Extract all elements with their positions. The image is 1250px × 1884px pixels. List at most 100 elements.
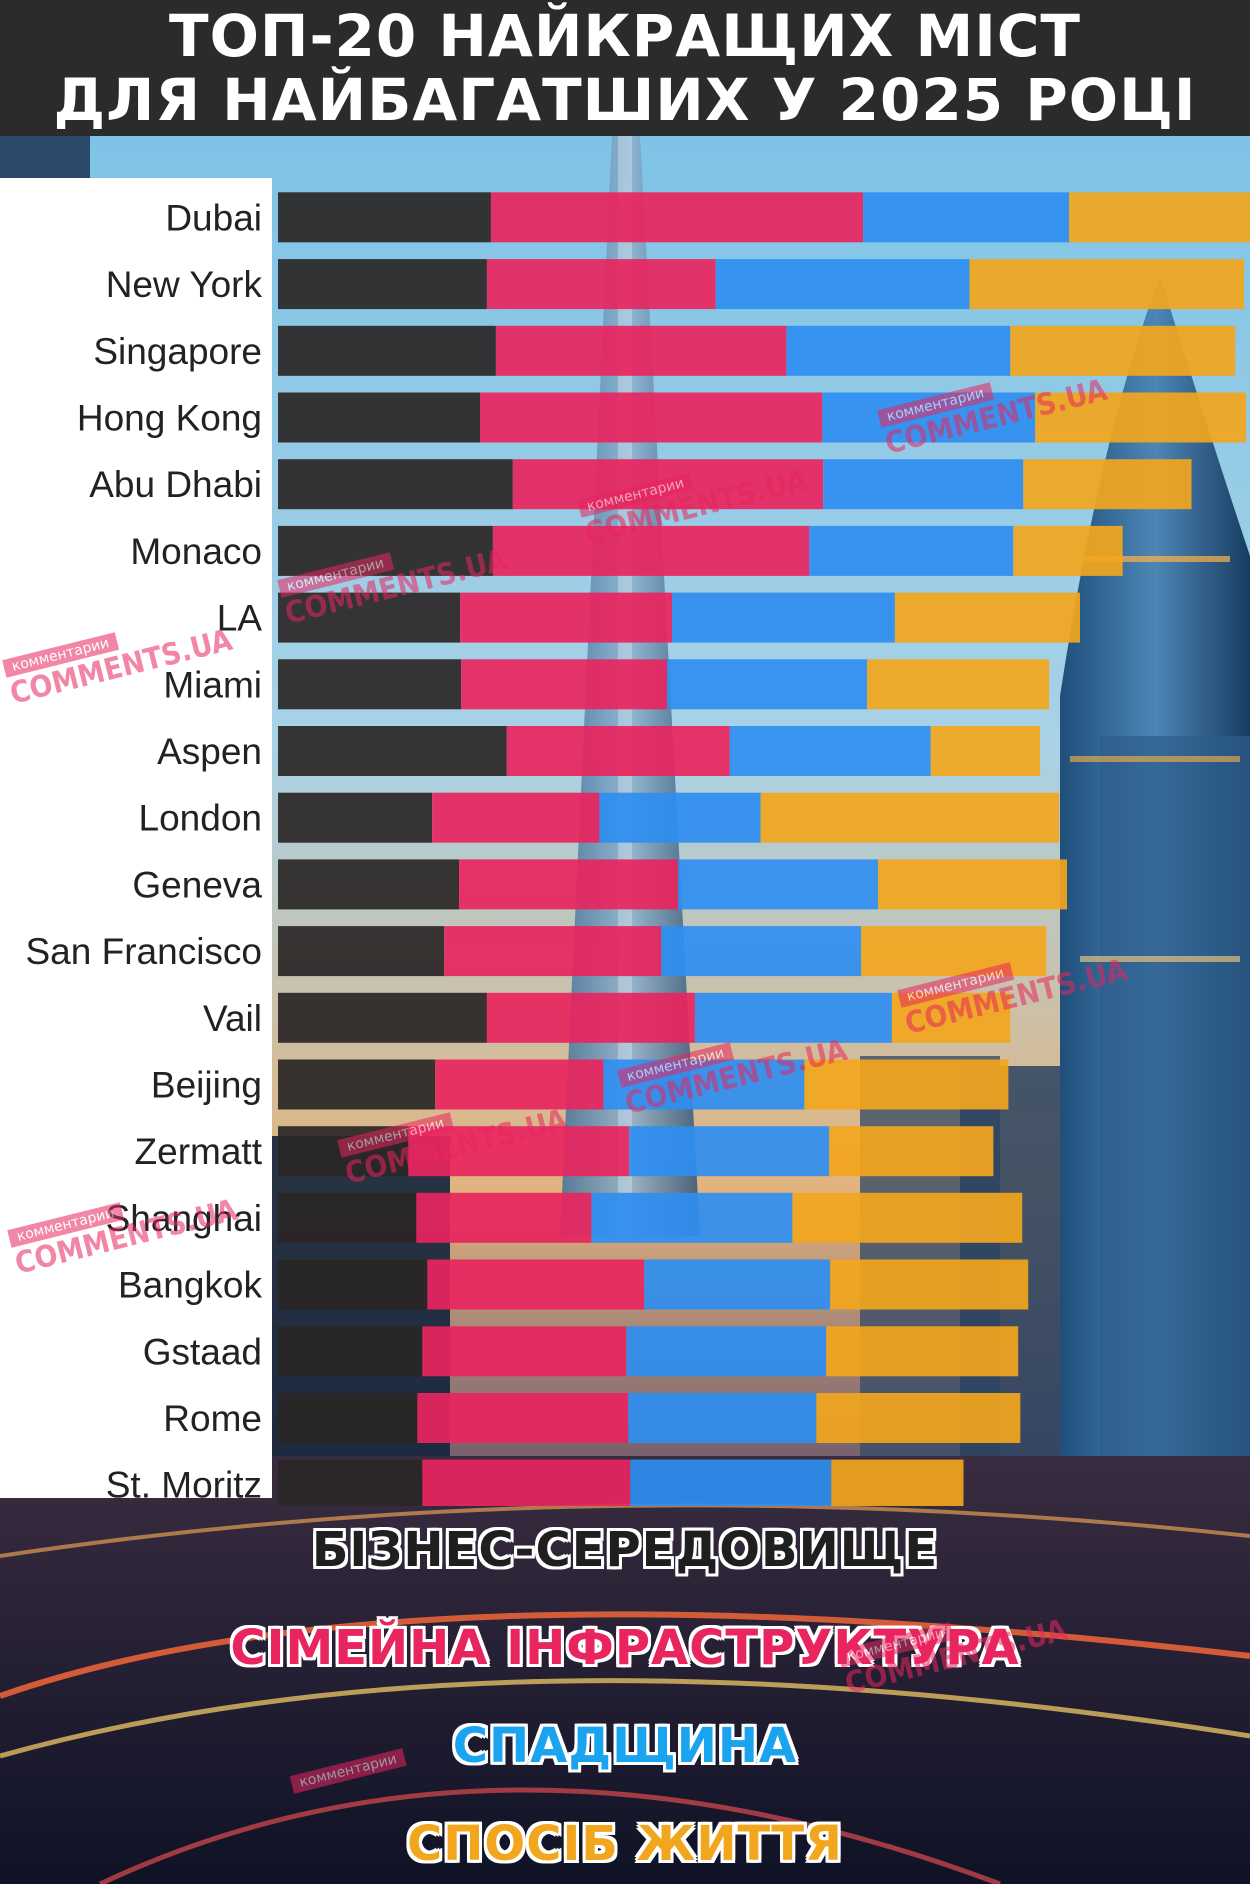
bar-segment xyxy=(278,392,480,443)
bar-segment xyxy=(831,1459,964,1506)
legend-family: СІМЕЙНА ІНФРАСТРУКТУРА xyxy=(230,1620,1020,1676)
bar-segment xyxy=(715,259,970,310)
bar-segment xyxy=(591,1192,793,1243)
bar-segment xyxy=(667,659,867,710)
bar-segment xyxy=(278,859,460,910)
category-label: Shanghai xyxy=(106,1198,262,1239)
bar-segment xyxy=(417,1393,629,1443)
bar-segment xyxy=(278,1059,436,1110)
bar-segment xyxy=(809,525,1014,576)
city-label-panel xyxy=(0,178,272,1498)
bar-segment xyxy=(626,1326,827,1377)
category-label: Singapore xyxy=(93,331,262,372)
bar-segment xyxy=(930,726,1041,776)
category-label: London xyxy=(139,798,262,839)
bar-segment xyxy=(278,659,462,710)
bar-segment xyxy=(422,1459,631,1506)
bar-segment xyxy=(1010,325,1236,376)
category-label: Gstaad xyxy=(143,1331,262,1372)
bar-segment xyxy=(822,392,1036,443)
category-label: Aspen xyxy=(157,731,262,772)
bar-segment xyxy=(1035,392,1247,443)
bar-segment xyxy=(661,926,862,977)
bar-segment xyxy=(278,592,461,643)
bar-segment xyxy=(863,192,1070,243)
bar-segment xyxy=(461,659,668,710)
bar-segment xyxy=(630,1459,832,1506)
bar-segment xyxy=(786,325,1011,376)
bar-segment xyxy=(486,259,716,310)
bar-segment xyxy=(490,192,863,243)
bar-segment xyxy=(792,1192,1023,1243)
bar-segment xyxy=(599,792,761,843)
bar-segment xyxy=(1013,525,1123,576)
bar-segment xyxy=(894,592,1080,643)
bar-segment xyxy=(823,459,1024,510)
bar-segment xyxy=(422,1326,627,1377)
bar-segment xyxy=(480,392,823,443)
bar-segment xyxy=(432,792,600,843)
category-label: Abu Dhabi xyxy=(89,464,262,505)
bar-segment xyxy=(460,592,672,643)
category-label: Beijing xyxy=(151,1064,262,1105)
bar-segment xyxy=(629,1126,830,1177)
bar-segment xyxy=(435,1059,604,1110)
category-label: San Francisco xyxy=(26,931,263,972)
bar-segment xyxy=(861,926,1047,977)
bar-segment xyxy=(878,859,1067,910)
bar-segment xyxy=(826,1326,1019,1377)
legend-lifestyle: СПОСІБ ЖИТТЯ xyxy=(407,1816,843,1872)
legend-business: БІЗНЕС-СЕРЕДОВИЩЕ xyxy=(311,1522,939,1578)
category-label: Geneva xyxy=(132,864,262,905)
bar-segment xyxy=(603,1059,805,1110)
bar-segment xyxy=(1023,459,1192,510)
bar-segment xyxy=(694,992,892,1043)
bar-segment xyxy=(278,1326,423,1377)
bar-segment xyxy=(678,859,878,910)
category-label: Dubai xyxy=(165,197,262,238)
bar-segment xyxy=(278,192,491,243)
bar-segment xyxy=(278,1459,423,1506)
header: ТОП-20 НАЙКРАЩИХ МІСТ ДЛЯ НАЙБАГАТШИХ У … xyxy=(0,0,1250,136)
bar-segment xyxy=(278,1126,409,1177)
bar-segment xyxy=(495,325,787,376)
bar-segment xyxy=(486,992,695,1043)
bar-segment xyxy=(444,926,662,977)
bar-segment xyxy=(278,926,445,977)
bar-segment xyxy=(891,992,1011,1043)
category-label: Bangkok xyxy=(118,1265,262,1306)
bar-segment xyxy=(427,1259,645,1310)
stacked-bar-chart: Dubai New York Singapore Hong Kong Abu Dhabi… xyxy=(26,192,1250,1506)
bar-segment xyxy=(278,1259,428,1310)
category-label: Monaco xyxy=(130,531,262,572)
legend-heritage: СПАДЩИНА xyxy=(452,1718,798,1774)
bar-segment xyxy=(278,525,493,576)
bar-segment xyxy=(459,859,678,910)
bar-segment xyxy=(278,1192,417,1243)
bar-segment xyxy=(830,1259,1029,1310)
bar-segment xyxy=(278,459,513,510)
category-label: LA xyxy=(217,598,263,639)
bar-segment xyxy=(867,659,1050,710)
bar-segment xyxy=(816,1393,1021,1443)
bar-segment xyxy=(278,726,507,776)
bar-segment xyxy=(278,792,433,843)
title-line-2: ДЛЯ НАЙБАГАТШИХ У 2025 РОЦІ xyxy=(53,66,1197,134)
bar-segment xyxy=(672,592,895,643)
bar-segment xyxy=(506,726,730,776)
bar-segment xyxy=(644,1259,831,1310)
bar-segment xyxy=(628,1393,817,1443)
category-label: Hong Kong xyxy=(77,397,262,438)
bar-segment xyxy=(1069,192,1250,243)
category-label: New York xyxy=(106,264,263,305)
category-label: Zermatt xyxy=(135,1131,263,1172)
bar-segment xyxy=(278,1393,418,1443)
bar-segment xyxy=(969,259,1245,310)
bar-segment xyxy=(512,459,824,510)
bar-segment xyxy=(829,1126,994,1177)
legend: БІЗНЕС-СЕРЕДОВИЩЕ СІМЕЙНА ІНФРАСТРУКТУРА… xyxy=(0,1510,1250,1884)
bar-segment xyxy=(408,1126,630,1177)
category-label: St. Moritz xyxy=(106,1465,262,1506)
bar-segment xyxy=(492,525,810,576)
bar-segment xyxy=(278,992,487,1043)
